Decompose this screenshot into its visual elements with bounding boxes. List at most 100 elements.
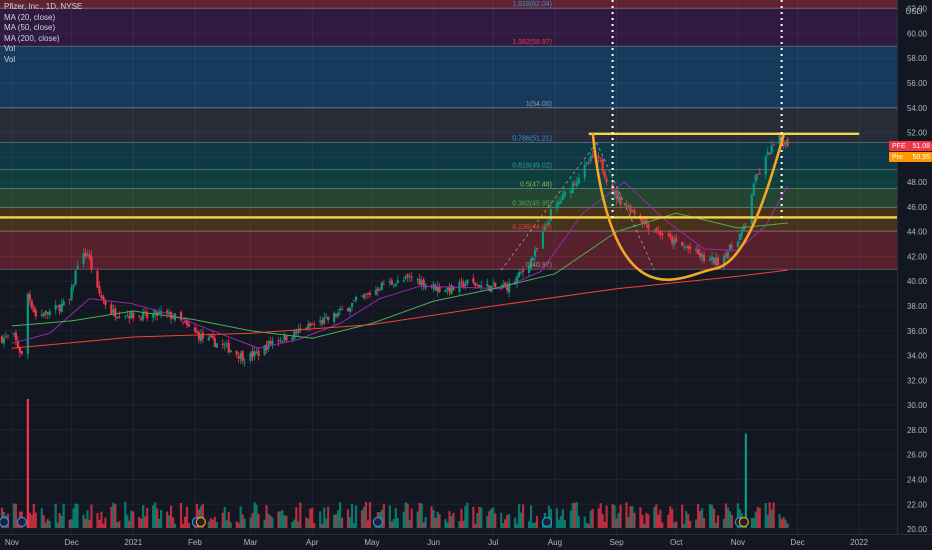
candle-body [629,205,632,213]
ma20-legend[interactable]: MA (20, close) [4,12,56,22]
candle-body [346,308,350,311]
volume-bar [382,503,385,528]
volume-spike [26,398,29,528]
volume-bar [728,511,732,528]
candle-body [613,191,616,195]
volume-bar [237,523,240,528]
ma200-legend[interactable]: MA (200, close) [4,33,60,43]
candle-body [265,344,268,351]
candle-body [466,279,469,285]
volume-bar [74,503,77,528]
candle-body [239,353,242,360]
candle-body [195,331,199,333]
candle-body [601,159,604,172]
event-markers[interactable] [0,516,749,528]
time-tick-label: Aug [548,538,562,547]
candle-body [736,241,739,248]
currency-label: USD [906,7,923,16]
price-tick-label: 46.00 [907,203,928,212]
event-marker-icon [372,516,383,528]
fib-trend-line [596,142,655,271]
price-tick-label: 40.00 [907,277,928,286]
candle-body [394,283,397,286]
candle-body [82,253,85,264]
candle-body [295,331,298,334]
volume-bar [671,508,674,528]
candle-body [380,282,383,291]
volume-bar [446,522,449,528]
candle-body [183,321,187,323]
price-tick-label: 48.00 [907,178,928,187]
symbol-title[interactable]: Pfizer, Inc., 1D, NYSE [4,2,83,11]
candle-body [766,152,769,156]
volume-bar [297,521,300,528]
candle-body [249,352,252,361]
volume-bar [714,522,718,528]
candle-body [744,223,747,225]
candle-body [591,155,594,158]
volume-bar [348,517,352,528]
ma50-legend[interactable]: MA (50, close) [4,23,56,32]
price-tag-symbol: PFE [892,143,906,150]
candle-body [98,286,101,294]
volume-legend-2[interactable]: Vol [4,54,16,64]
fib-zone [0,8,897,47]
candle-body [504,282,507,286]
drawing-tools[interactable] [0,0,897,281]
volume-bar [90,504,93,528]
volume-bar [687,513,690,528]
candle-body [683,246,686,248]
volume-bar [235,521,238,528]
price-tag-value: 50.95 [912,154,930,161]
volume-bar [44,522,47,528]
price-axis[interactable]: 20.00 22.00 24.00 26.00 28.00 30.00 32.00 34.00… [897,0,932,550]
candle-body [325,316,328,318]
volume-bar [730,514,734,528]
candle-body [448,286,451,293]
volume-bar [269,515,272,528]
volume-bar [689,520,692,528]
candle-body [84,252,87,257]
candle-body [587,162,590,164]
candle-body [508,283,511,293]
volume-bar [589,510,592,528]
candle-body [169,311,173,319]
candle-body [464,284,467,287]
candle-body [742,224,745,232]
candle-body [70,287,73,300]
candle-body [716,257,720,266]
volume-bar [766,514,769,528]
candle-body [506,285,509,291]
fib-zone [0,188,897,208]
candle-body [555,202,558,209]
time-tick-label: Dec [64,538,78,547]
grid-lines [0,0,897,534]
candle-body [126,314,129,316]
price-tick-label: 42.00 [907,252,928,261]
candle-body [388,281,391,283]
candle-body [557,201,560,205]
candle-body [647,224,650,230]
time-tick-label: Dec [790,538,804,547]
volume-bar [251,512,254,528]
volume-legend[interactable]: Vol [4,44,16,53]
volume-bar [724,503,728,528]
candle-body [583,164,586,178]
candle-body [335,313,338,317]
volume-bar [750,517,753,528]
volume-bar [685,511,688,528]
volume-bar [392,519,395,528]
candle-body [48,311,51,316]
volume-bar [335,514,338,528]
volume-bar [223,506,226,528]
price-tags: PFE 51.08 Pre 50.95 [889,141,932,162]
candle-body [698,252,702,258]
candle-body [710,256,714,260]
volume-bar [388,505,391,528]
candle-body [154,310,157,315]
fib-trend-line [500,142,598,271]
time-axis[interactable]: Nov Dec 2021 Feb Mar Apr May Jun Jul Aug Sep Oct Nov… [0,534,932,550]
candle-body [319,320,322,323]
volume-bar [418,502,421,528]
